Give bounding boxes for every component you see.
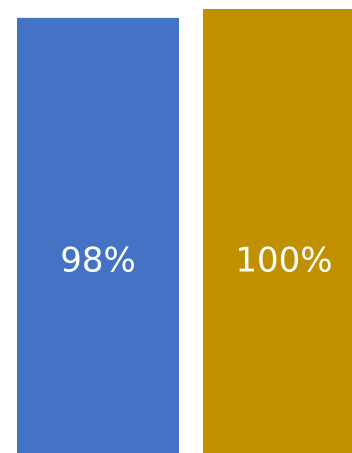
data-label-2: 100% — [235, 241, 332, 281]
bar-1 — [17, 17, 179, 453]
bars-layer — [17, 9, 352, 453]
data-label-1: 98% — [60, 241, 136, 281]
bar-2 — [203, 9, 352, 453]
data-labels-layer: 98% 100% — [60, 241, 332, 281]
